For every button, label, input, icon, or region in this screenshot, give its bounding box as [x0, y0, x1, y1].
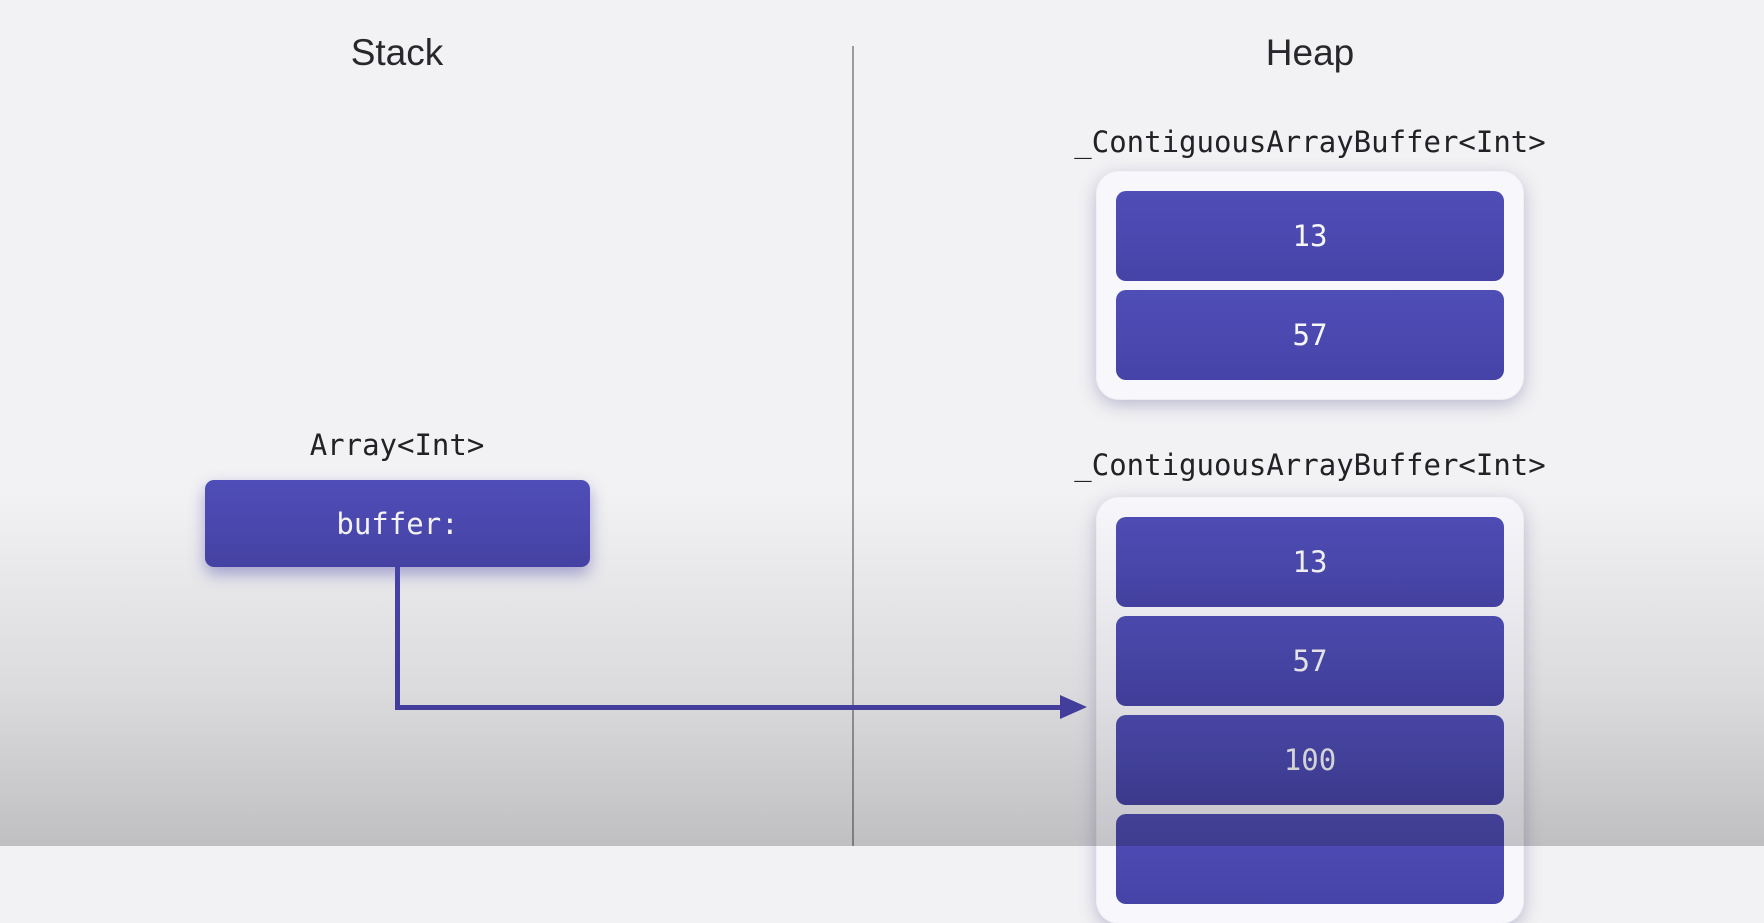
cell-value: 57	[1292, 318, 1328, 352]
stack-column-title: Stack	[350, 32, 444, 73]
pointer-arrow-horizontal-segment	[395, 705, 1061, 710]
buffer-field-label: buffer:	[336, 506, 459, 541]
cell-value: 13	[1292, 545, 1328, 579]
heap-buffer-2-type-label: _ContiguousArrayBuffer<Int>	[1074, 448, 1546, 482]
buffer-cell: 13	[1116, 517, 1504, 607]
buffer-field-box: buffer:	[205, 480, 590, 567]
buffer-cell: 57	[1116, 616, 1504, 706]
buffer-cell: 13	[1116, 191, 1504, 281]
heap-buffer-1-type-label: _ContiguousArrayBuffer<Int>	[1074, 125, 1546, 159]
cell-value: 13	[1292, 219, 1328, 253]
array-type-label: Array<Int>	[309, 428, 485, 462]
heap-buffer-2-container: 13 57 100	[1097, 498, 1523, 923]
pointer-arrowhead-icon	[1060, 695, 1087, 719]
buffer-cell: 57	[1116, 290, 1504, 380]
cell-value: 57	[1292, 644, 1328, 678]
heap-column-title: Heap	[1265, 32, 1355, 73]
buffer-cell: 100	[1116, 715, 1504, 805]
cell-value: 100	[1283, 743, 1337, 777]
column-divider	[852, 46, 854, 846]
heap-buffer-1-container: 13 57	[1097, 172, 1523, 399]
pointer-arrow-vertical-segment	[395, 567, 400, 710]
buffer-cell	[1116, 814, 1504, 904]
